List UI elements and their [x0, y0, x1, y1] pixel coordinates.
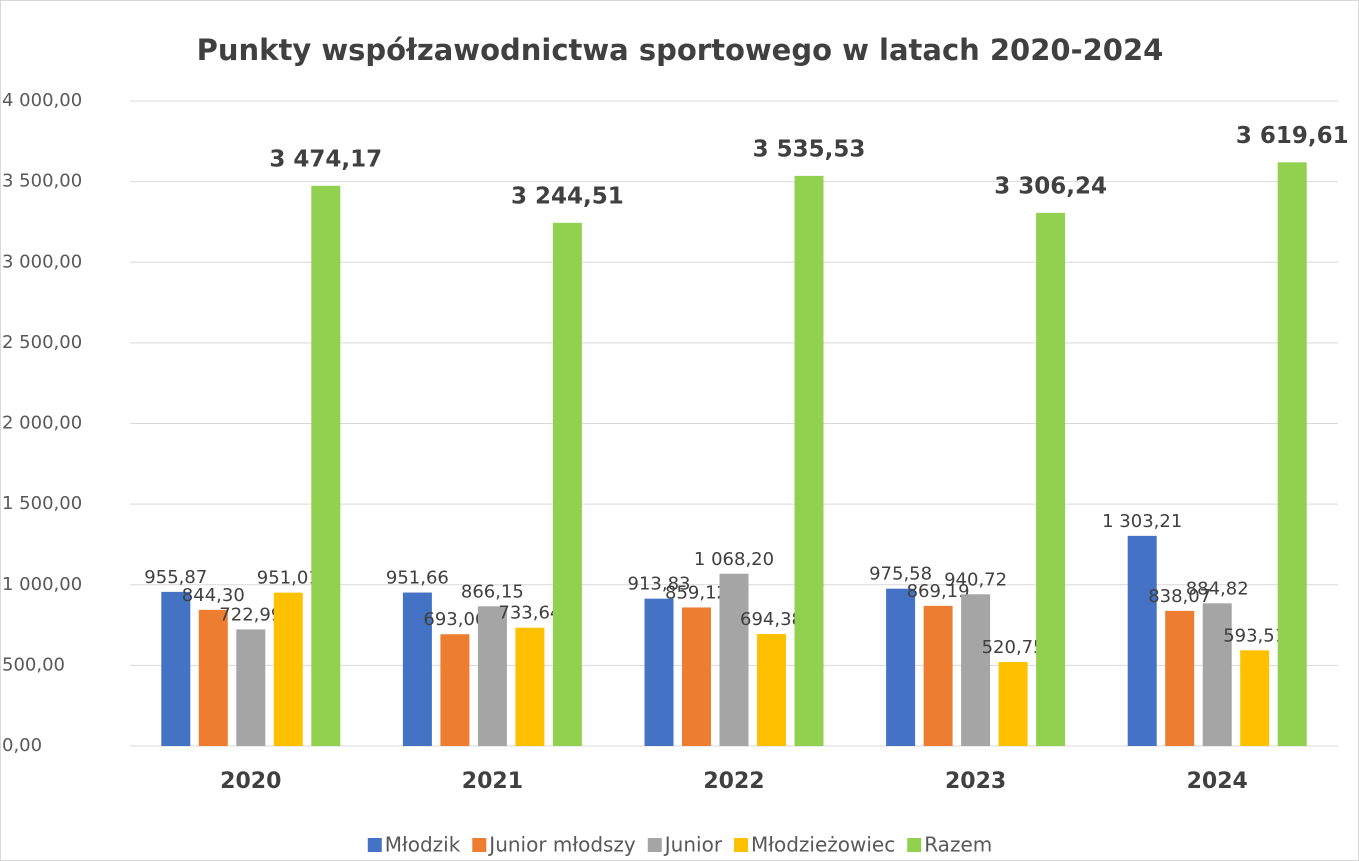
- value-label: 1 303,21: [1102, 511, 1182, 532]
- bar: [998, 662, 1028, 746]
- value-label: 913,83: [628, 574, 691, 595]
- bar: [886, 588, 916, 746]
- value-label: 733,64: [498, 603, 561, 624]
- legend-swatch: [472, 838, 487, 852]
- bar: [161, 591, 191, 746]
- y-tick-label: 2 000,00: [2, 413, 82, 434]
- value-label: 1 068,20: [694, 549, 774, 570]
- legend-swatch: [647, 838, 662, 852]
- y-tick-label: 500,00: [2, 654, 65, 675]
- bar: [402, 592, 432, 746]
- value-label: 940,72: [944, 569, 1007, 590]
- legend-label: Młodzik: [385, 833, 461, 857]
- x-tick-label: 2022: [703, 769, 764, 794]
- value-label: 693,06: [423, 609, 486, 630]
- y-tick-label: 2 500,00: [2, 332, 82, 353]
- y-tick-label: 1 500,00: [2, 493, 82, 514]
- value-label: 838,07: [1148, 586, 1211, 607]
- value-label: 520,75: [982, 637, 1045, 658]
- bar: [440, 634, 470, 746]
- y-tick-label: 4 000,00: [2, 90, 82, 111]
- legend: Młodzik Junior młodszy Junior Młodzieżowiec…: [367, 833, 992, 857]
- bar: [961, 594, 991, 746]
- value-label: 722,99: [219, 604, 282, 625]
- value-label: 869,19: [907, 581, 970, 602]
- bar: [682, 607, 711, 746]
- value-label: 951,01: [257, 568, 320, 589]
- bar: [1036, 212, 1066, 747]
- value-label: 884,82: [1186, 578, 1249, 599]
- value-label: 3 619,61: [1236, 123, 1349, 149]
- value-label: 3 306,24: [994, 173, 1107, 199]
- value-label: 694,38: [740, 609, 803, 630]
- bar: [552, 222, 582, 747]
- bar: [198, 609, 228, 746]
- bar: [1240, 650, 1270, 746]
- chart-title: Punkty współzawodnictwa sportowego w lat…: [197, 33, 1164, 67]
- y-tick-label: 3 500,00: [2, 171, 82, 192]
- legend-swatch: [907, 838, 922, 852]
- y-tick-label: 3 000,00: [2, 251, 82, 272]
- bar: [1202, 603, 1232, 746]
- bar: [236, 629, 266, 746]
- value-label: 975,58: [869, 564, 932, 585]
- x-tick-label: 2023: [945, 769, 1006, 794]
- x-tick-label: 2021: [462, 769, 523, 794]
- value-label: 3 535,53: [753, 136, 866, 162]
- value-label: 3 244,51: [511, 183, 624, 209]
- value-label: 859,12: [665, 582, 728, 603]
- value-label: 844,30: [182, 585, 245, 606]
- y-tick-label: 0,00: [2, 735, 42, 756]
- bar: [923, 605, 953, 746]
- legend-label: Młodzieżowiec: [751, 833, 895, 857]
- bar: [515, 627, 545, 746]
- bar: [757, 634, 786, 746]
- bar: [311, 185, 341, 746]
- x-tick-label: 2020: [220, 769, 281, 794]
- bar: [1127, 535, 1157, 746]
- bar: [1165, 610, 1195, 746]
- legend-label: Junior młodszy: [487, 833, 636, 857]
- value-label: 3 474,17: [269, 146, 382, 172]
- bar: [477, 606, 507, 746]
- value-label: 955,87: [144, 567, 207, 588]
- bar: [794, 175, 824, 747]
- legend-swatch: [367, 838, 382, 852]
- legend-label: Razem: [924, 833, 992, 857]
- y-tick-label: 1 000,00: [2, 574, 82, 595]
- value-label: 593,51: [1223, 625, 1286, 646]
- bar: [1277, 162, 1307, 746]
- value-label: 951,66: [386, 568, 449, 589]
- x-tick-label: 2024: [1187, 769, 1248, 794]
- value-label: 866,15: [461, 581, 524, 602]
- bar: [719, 573, 749, 746]
- legend-swatch: [734, 838, 749, 852]
- bar: [644, 598, 674, 746]
- bar: [273, 592, 303, 746]
- legend-label: Junior: [663, 833, 723, 857]
